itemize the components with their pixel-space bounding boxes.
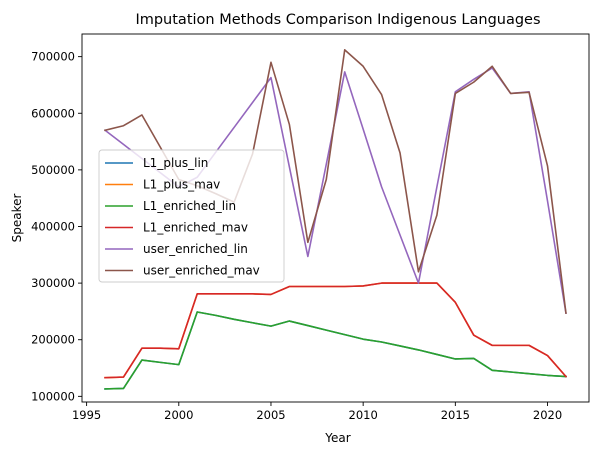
x-tick-label: 2015	[441, 408, 470, 422]
y-tick-label: 100000	[31, 389, 75, 403]
x-axis: 1995 2000 2005 2010 2015 2020	[72, 402, 562, 422]
x-tick-label: 2005	[256, 408, 285, 422]
legend: L1_plus_lin L1_plus_mav L1_enriched_lin L1_…	[98, 149, 285, 283]
legend-box	[98, 149, 285, 283]
legend-label-L1_enriched_lin: L1_enriched_lin	[143, 199, 236, 213]
legend-label-L1_enriched_mav: L1_enriched_mav	[143, 221, 248, 235]
legend-label-user_enriched_lin: user_enriched_lin	[143, 242, 248, 256]
x-tick-label: 1995	[72, 408, 101, 422]
y-axis-label: Speaker	[10, 194, 24, 243]
x-tick-label: 2010	[349, 408, 378, 422]
chart-title: Imputation Methods Comparison Indigenous…	[135, 12, 540, 28]
y-tick-label: 400000	[31, 219, 75, 233]
y-tick-label: 500000	[31, 163, 75, 177]
legend-label-L1_plus_mav: L1_plus_mav	[143, 178, 220, 192]
series-line-L1_enriched_lin	[104, 311, 567, 390]
legend-label-L1_plus_lin: L1_plus_lin	[143, 156, 208, 170]
x-tick-label: 2020	[533, 408, 562, 422]
x-axis-label: Year	[324, 431, 350, 445]
series-line-L1_enriched_mav	[104, 282, 568, 379]
legend-label-user_enriched_mav: user_enriched_mav	[143, 264, 260, 278]
y-tick-label: 300000	[31, 276, 75, 290]
y-tick-label: 600000	[31, 106, 75, 120]
x-tick-label: 2000	[164, 408, 193, 422]
y-tick-label: 200000	[31, 333, 75, 347]
y-axis: 100000 200000 300000 400000 500000 600000 7000…	[31, 50, 82, 403]
plot-area-frame	[81, 33, 590, 403]
y-tick-label: 700000	[31, 50, 75, 64]
